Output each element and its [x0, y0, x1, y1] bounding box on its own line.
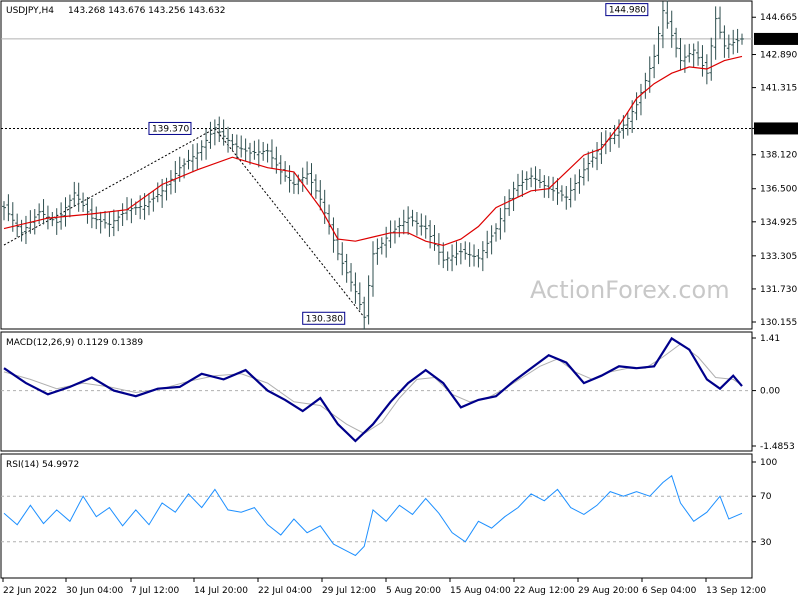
watermark: ActionForex.com — [530, 276, 730, 304]
price-layer: 139.370 130.380 144.980 — [1, 0, 752, 330]
price-annotation-box — [302, 311, 346, 325]
x-axis-label: 14 Jul 20:00 — [194, 586, 248, 596]
price-axis-label: 133.305 — [760, 252, 797, 262]
axis-layer: 144.665 142.890 141.315 139.370 138.120 136.5… — [2, 13, 798, 596]
price-axis-label: 138.120 — [760, 151, 797, 161]
level-tag-bg — [754, 122, 798, 135]
x-axis-label: 6 Sep 04:00 — [642, 586, 697, 596]
x-axis-label: 15 Aug 04:00 — [450, 586, 511, 596]
rsi-line — [3, 474, 743, 557]
price-panel — [0, 0, 753, 330]
x-axis-label: 5 Aug 20:00 — [386, 586, 441, 596]
rsi-axis-label: 30 — [760, 538, 772, 548]
price-annotation-box — [605, 3, 649, 17]
rsi-title: RSI(14) 54.9972 — [6, 460, 79, 470]
macd-title: MACD(12,26,9) 0.1129 0.1389 — [6, 338, 143, 348]
macd-panel — [0, 331, 753, 452]
price-axis-label: 130.155 — [760, 318, 797, 328]
symbol-label: USDJPY,H4 — [6, 6, 54, 16]
rsi-layer — [1, 474, 752, 557]
trend-line-up — [3, 128, 216, 246]
macd-signal-line — [3, 343, 743, 435]
price-axis-label: 141.315 — [760, 84, 797, 94]
x-axis-label: 29 Jul 12:00 — [322, 586, 376, 596]
price-axis-label: 142.890 — [760, 51, 797, 61]
moving-average-line — [3, 55, 743, 247]
price-annotation-label: 130.380 — [306, 314, 343, 324]
ohlc-readout: 143.268 143.676 143.256 143.632 — [68, 6, 225, 16]
rsi-panel — [0, 453, 753, 579]
price-axis-label: 144.665 — [760, 13, 797, 23]
macd-axis-label: 0.00 — [760, 387, 780, 397]
price-axis-label: 136.500 — [760, 185, 797, 195]
x-axis-label: 13 Sep 12:00 — [706, 586, 766, 596]
current-price-tag-label: 143.632 — [758, 35, 795, 45]
price-annotation-box — [148, 121, 192, 135]
x-axis-label: 22 Jul 04:00 — [258, 586, 312, 596]
macd-axis-label: -1.4853 — [760, 442, 795, 452]
x-axis-label: 22 Aug 12:00 — [514, 586, 575, 596]
price-axis-label: 134.925 — [760, 218, 797, 228]
rsi-axis-label: 70 — [760, 492, 772, 502]
price-annotation-label: 139.370 — [152, 124, 189, 134]
x-axis-label: 29 Aug 20:00 — [578, 586, 639, 596]
macd-layer — [1, 336, 752, 443]
x-axis-label: 22 Jun 2022 — [3, 586, 57, 596]
macd-line — [3, 336, 743, 443]
current-price-tag-bg — [754, 32, 798, 45]
macd-axis-label: 1.41 — [760, 334, 780, 344]
price-axis-label: 131.730 — [760, 285, 797, 295]
level-tag-label: 139.370 — [758, 124, 795, 134]
rsi-axis-label: 100 — [760, 458, 777, 468]
price-annotation-label: 144.980 — [609, 6, 646, 16]
x-axis-label: 30 Jun 04:00 — [66, 586, 123, 596]
x-axis-label: 7 Jul 12:00 — [131, 586, 180, 596]
